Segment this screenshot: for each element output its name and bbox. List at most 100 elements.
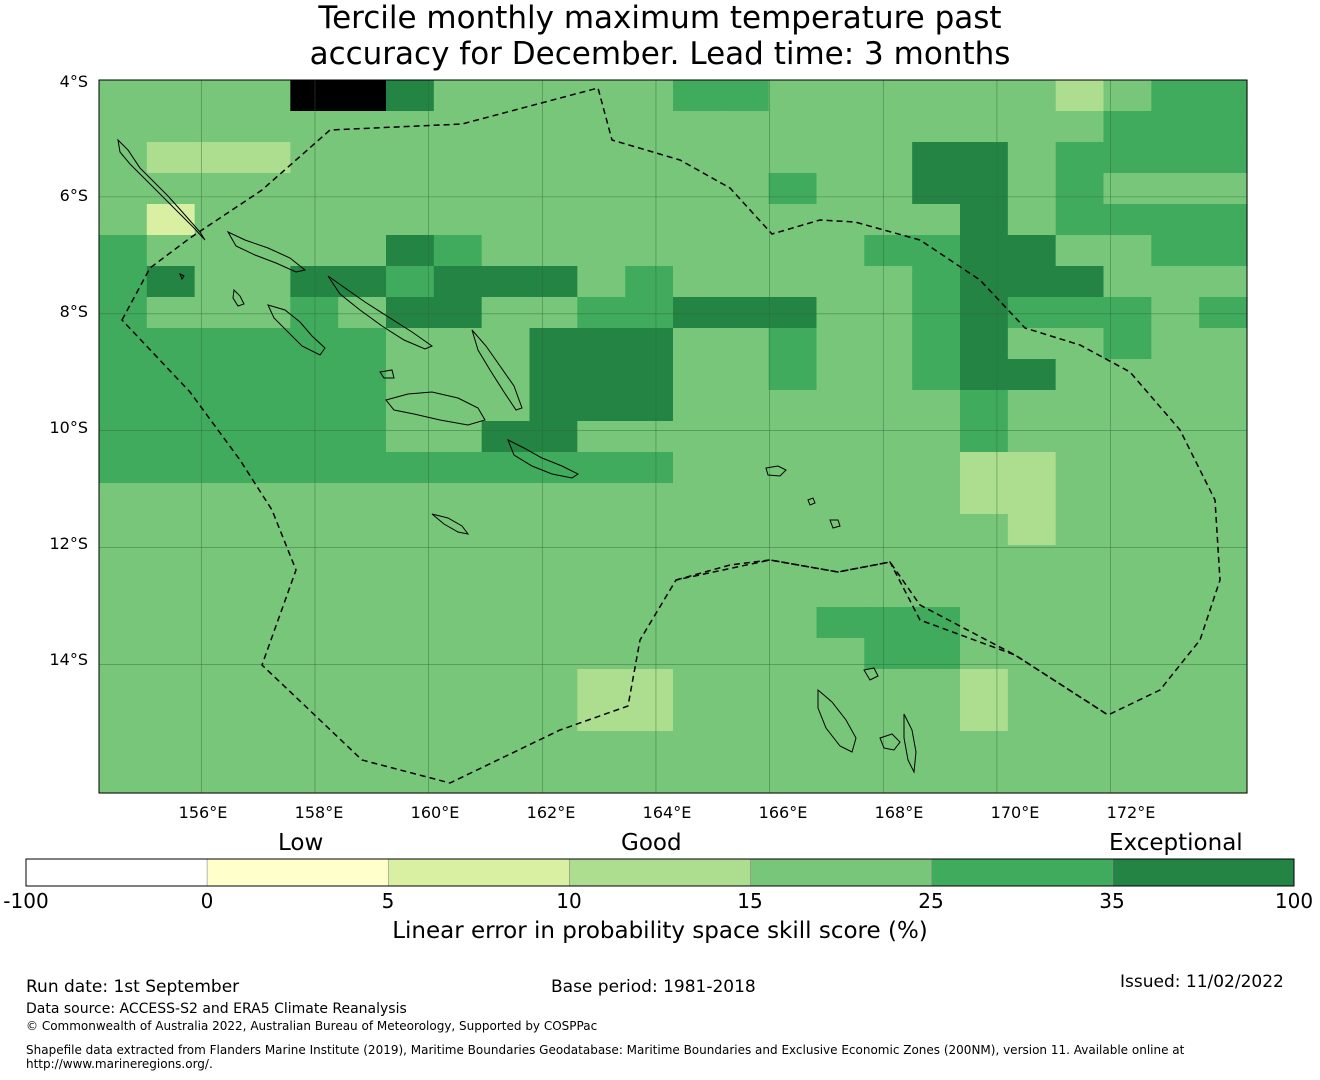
grid-cell xyxy=(1055,452,1105,484)
lon-label-168e: 168°E xyxy=(874,803,924,822)
grid-cell xyxy=(1007,607,1057,639)
grid-cell xyxy=(960,607,1009,639)
grid-cell xyxy=(290,452,339,484)
grid-cell xyxy=(529,359,578,391)
grid-cell xyxy=(529,235,578,267)
grid-cell xyxy=(768,669,818,701)
grid-cell xyxy=(960,576,1009,608)
grid-cell xyxy=(720,576,770,608)
grid-cell xyxy=(816,359,865,391)
grid-cell xyxy=(864,483,913,515)
grid-cell xyxy=(242,514,291,546)
grid-cell xyxy=(529,266,578,298)
grid-cell xyxy=(768,700,818,732)
grid-cell xyxy=(146,80,196,112)
island-new-georgia xyxy=(267,304,326,356)
lon-label-166e: 166°E xyxy=(758,803,808,822)
grid-cell xyxy=(338,731,387,763)
grid-cell xyxy=(242,421,291,453)
grid-cell xyxy=(481,669,531,701)
grid-cell xyxy=(720,700,770,732)
grid-cell xyxy=(338,514,387,546)
island-espiritu-santo xyxy=(817,688,857,753)
grid-cell xyxy=(433,576,483,608)
grid-cell xyxy=(768,297,818,329)
grid-cell xyxy=(290,576,339,608)
grid-cell xyxy=(816,390,865,422)
lat-label-12s: 12°S xyxy=(49,534,88,553)
grid-cell xyxy=(673,266,722,298)
grid-cell xyxy=(1199,328,1248,360)
grid-cell xyxy=(912,204,961,236)
grid-cell xyxy=(194,390,244,422)
chart-title-line-2: accuracy for December. Lead time: 3 mont… xyxy=(309,36,1011,72)
grid-cell xyxy=(529,762,578,794)
grid-cell xyxy=(1199,80,1248,112)
grid-cell xyxy=(720,204,770,236)
grid-cell xyxy=(1199,607,1248,639)
grid-cell xyxy=(146,266,196,298)
grid-cell xyxy=(338,576,387,608)
grid-cell xyxy=(912,421,961,453)
grid-cell xyxy=(864,514,913,546)
grid-cell xyxy=(768,111,818,143)
grid-cell xyxy=(1007,421,1057,453)
grid-cell xyxy=(1199,142,1248,174)
grid-cell xyxy=(960,173,1009,205)
grid-cell xyxy=(864,142,913,174)
grid-cell xyxy=(290,669,339,701)
colorbar-tick-5: 5 xyxy=(381,889,395,913)
grid-cell xyxy=(1055,483,1105,515)
category-label-exceptional: Exceptional xyxy=(1109,830,1243,856)
grid-cell xyxy=(720,297,770,329)
grid-cell xyxy=(673,514,722,546)
grid-cell xyxy=(99,142,148,174)
grid-cell xyxy=(577,731,626,763)
grid-cell xyxy=(673,359,722,391)
grid-cell xyxy=(625,607,674,639)
grid-cell xyxy=(577,483,626,515)
grid-cell xyxy=(194,669,244,701)
grid-cell xyxy=(960,80,1009,112)
grid-cell xyxy=(673,390,722,422)
grid-cell xyxy=(338,173,387,205)
grid-cell xyxy=(146,204,196,236)
grid-cell xyxy=(1199,266,1248,298)
grid-cell xyxy=(1151,80,1200,112)
grid-cell xyxy=(577,173,626,205)
grid-cell xyxy=(99,266,148,298)
grid-cell xyxy=(1103,390,1152,422)
grid-cell xyxy=(673,452,722,484)
grid-cell xyxy=(577,266,626,298)
grid-cell xyxy=(816,235,865,267)
grid-cell xyxy=(433,390,483,422)
grid-cell xyxy=(194,638,244,670)
grid-cell xyxy=(338,669,387,701)
grid-cell xyxy=(1055,638,1105,670)
grid-cell xyxy=(386,142,435,174)
grid-cell xyxy=(146,545,196,577)
grid-cell xyxy=(625,142,674,174)
grid-cell xyxy=(625,235,674,267)
grid-cell xyxy=(1151,638,1200,670)
grid-cell xyxy=(1007,390,1057,422)
grid-cell xyxy=(146,452,196,484)
grid-cell xyxy=(1103,452,1152,484)
grid-cell xyxy=(768,421,818,453)
grid-cell xyxy=(673,204,722,236)
grid-cell xyxy=(1055,762,1105,794)
grid-cell xyxy=(768,173,818,205)
grid-cell xyxy=(625,204,674,236)
island-makira xyxy=(507,438,579,479)
grid-cell xyxy=(960,359,1009,391)
grid-cell xyxy=(720,669,770,701)
grid-cell xyxy=(912,700,961,732)
grid-cell xyxy=(338,545,387,577)
grid-cell xyxy=(1007,762,1057,794)
grid-cell xyxy=(912,576,961,608)
grid-cell xyxy=(242,762,291,794)
grid-cell xyxy=(816,576,865,608)
grid-cell xyxy=(194,452,244,484)
grid-cell xyxy=(1055,359,1105,391)
grid-cell xyxy=(146,700,196,732)
